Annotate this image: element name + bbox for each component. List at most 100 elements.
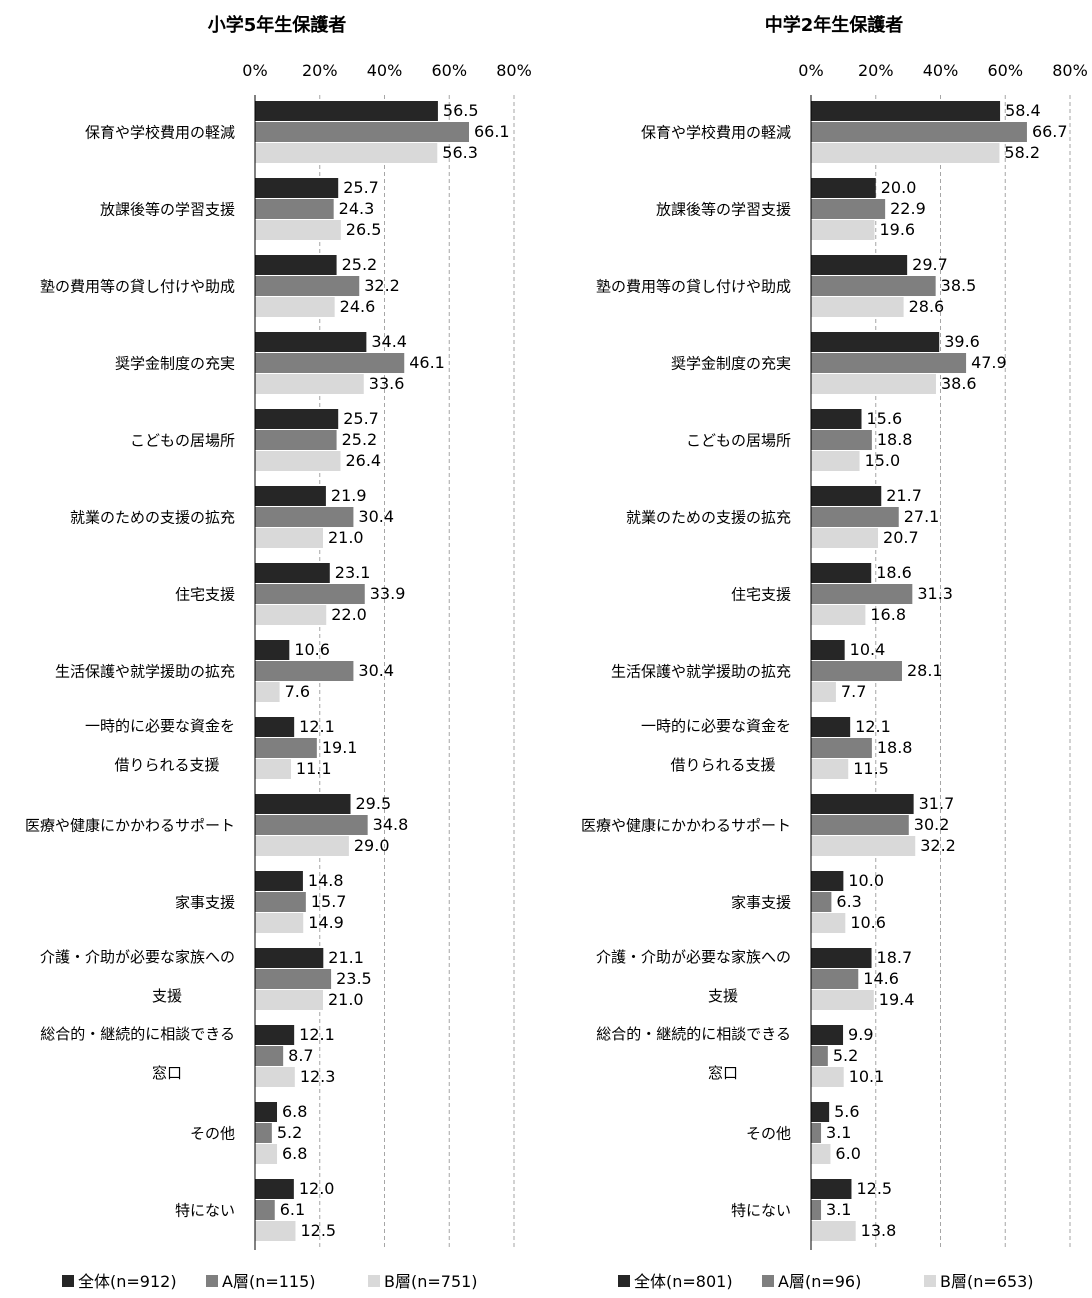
category-label: 塾の費用等の貸し付けや助成 — [596, 278, 791, 296]
data-label: 12.5 — [300, 1221, 336, 1240]
grade5-chart: 小学5年生保護者 0% 20% 40% 60% 80% 保育や学校費用の軽減 56.5 66.1… — [25, 14, 532, 1291]
bar — [255, 759, 291, 779]
bar — [255, 605, 327, 625]
bar — [811, 584, 913, 604]
data-label: 58.4 — [1005, 101, 1041, 120]
data-label: 32.2 — [364, 276, 400, 295]
x-tick-label: 40% — [923, 61, 959, 80]
bar — [811, 486, 882, 506]
category-label: その他 — [746, 1125, 791, 1143]
category-label: 医療や健康にかかわるサポート — [25, 817, 235, 835]
bar — [811, 794, 914, 814]
bar — [811, 969, 859, 989]
data-label: 5.6 — [834, 1102, 859, 1121]
data-label: 8.7 — [288, 1046, 313, 1065]
data-label: 23.5 — [336, 969, 372, 988]
data-label: 33.6 — [369, 374, 405, 393]
category-label: 保育や学校費用の軽減 — [85, 124, 235, 142]
bar — [811, 892, 832, 912]
category-label: 介護・介助が必要な家族への — [40, 948, 235, 966]
bar — [255, 892, 306, 912]
data-label: 6.8 — [282, 1144, 307, 1163]
category-label: 窓口 — [708, 1064, 738, 1082]
data-label: 33.9 — [370, 584, 406, 603]
data-label: 5.2 — [833, 1046, 858, 1065]
bar — [811, 143, 1000, 163]
bar — [811, 1123, 822, 1143]
bar — [811, 759, 849, 779]
bar — [255, 563, 330, 583]
x-tick-label: 40% — [367, 61, 403, 80]
legend-label: B層(n=653) — [940, 1272, 1034, 1291]
data-label: 12.0 — [299, 1179, 335, 1198]
category-label: 就業のための支援の拡充 — [626, 509, 791, 527]
bar — [811, 297, 904, 317]
bar — [255, 1025, 295, 1045]
data-label: 12.1 — [299, 1025, 335, 1044]
data-label: 10.6 — [294, 640, 330, 659]
data-label: 34.8 — [373, 815, 409, 834]
data-label: 19.4 — [879, 990, 915, 1009]
category-label: 生活保護や就学援助の拡充 — [55, 663, 235, 681]
legend-swatch — [924, 1275, 936, 1287]
legend-label: 全体(n=801) — [634, 1272, 733, 1291]
category-label: 借りられる支援 — [670, 756, 775, 774]
category-label: 特にない — [731, 1202, 791, 1220]
category-label: 生活保護や就学援助の拡充 — [611, 663, 791, 681]
legend-label: A層(n=96) — [778, 1272, 861, 1291]
bar — [255, 1144, 278, 1164]
bar — [811, 640, 845, 660]
legend-swatch — [368, 1275, 380, 1287]
data-label: 6.0 — [835, 1144, 860, 1163]
bar — [255, 794, 351, 814]
data-label: 11.5 — [853, 759, 889, 778]
bar — [255, 451, 341, 471]
legend-swatch — [206, 1275, 218, 1287]
data-label: 21.9 — [331, 486, 367, 505]
bar — [811, 430, 872, 450]
category-label: こどもの居場所 — [130, 432, 235, 450]
data-label: 47.9 — [971, 353, 1007, 372]
data-label: 46.1 — [409, 353, 445, 372]
bar — [255, 255, 337, 275]
data-label: 22.9 — [890, 199, 926, 218]
data-label: 12.1 — [855, 717, 891, 736]
bar — [811, 276, 936, 296]
data-label: 29.7 — [912, 255, 948, 274]
bar — [811, 1046, 828, 1066]
bar — [811, 682, 836, 702]
bar — [255, 353, 405, 373]
x-tick-label: 80% — [1052, 61, 1088, 80]
data-label: 14.8 — [308, 871, 344, 890]
data-label: 5.2 — [277, 1123, 302, 1142]
data-label: 30.2 — [914, 815, 950, 834]
data-label: 24.6 — [340, 297, 376, 316]
category-label: 総合的・継続的に相談できる — [40, 1025, 235, 1043]
bar — [255, 528, 323, 548]
data-label: 7.6 — [285, 682, 310, 701]
bar — [811, 199, 886, 219]
legend-label: B層(n=751) — [384, 1272, 478, 1291]
data-label: 3.1 — [826, 1123, 851, 1142]
data-label: 11.1 — [296, 759, 332, 778]
data-label: 38.6 — [941, 374, 977, 393]
x-tick-label: 60% — [431, 61, 467, 80]
bar — [255, 143, 438, 163]
bar — [811, 528, 879, 548]
legend-swatch — [618, 1275, 630, 1287]
data-label: 56.3 — [442, 143, 478, 162]
bar — [811, 913, 846, 933]
bar — [811, 220, 875, 240]
data-label: 10.4 — [850, 640, 886, 659]
data-label: 18.7 — [877, 948, 913, 967]
data-label: 39.6 — [944, 332, 980, 351]
bar — [811, 836, 916, 856]
data-label: 10.0 — [848, 871, 884, 890]
category-label: その他 — [190, 1125, 235, 1143]
data-label: 21.0 — [328, 990, 364, 1009]
data-label: 12.5 — [856, 1179, 892, 1198]
bar — [255, 1102, 278, 1122]
bar — [255, 276, 360, 296]
category-label: 住宅支援 — [731, 586, 791, 604]
data-label: 7.7 — [841, 682, 866, 701]
